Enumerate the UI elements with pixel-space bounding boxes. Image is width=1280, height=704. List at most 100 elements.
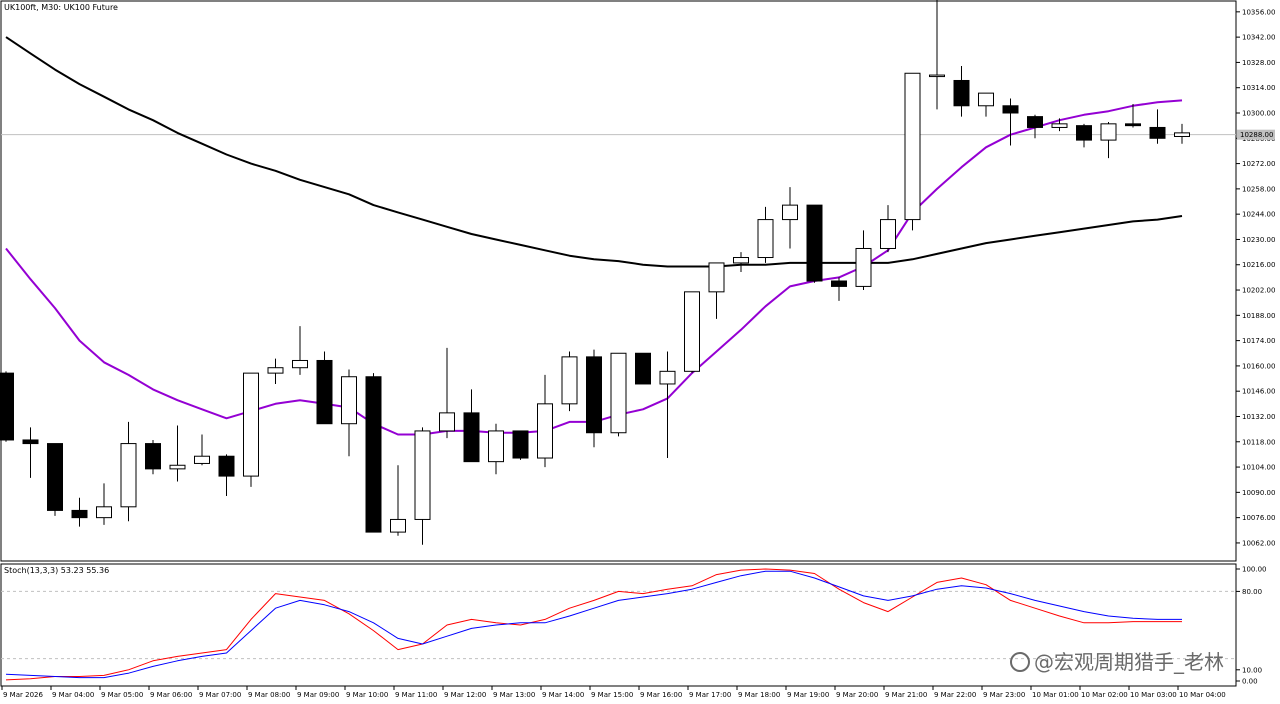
candle (390, 465, 406, 536)
candle-body-down (1125, 123, 1141, 127)
candle-body-up (194, 455, 210, 464)
candle-body-down (316, 359, 333, 425)
candle-body-down (1149, 126, 1166, 139)
candle-body-down (71, 509, 88, 519)
candle (1051, 118, 1068, 132)
candle-body-up (929, 74, 945, 78)
candle (96, 483, 112, 525)
time-tick-label: 9 Mar 20:00 (836, 691, 878, 699)
candle (659, 351, 676, 459)
time-tick-label: 9 Mar 06:00 (150, 691, 192, 699)
current-price-label: 10288.00 (1240, 131, 1273, 139)
price-tick-label: 10230.00 (1242, 236, 1275, 244)
candle-body-up (757, 219, 774, 259)
candle (978, 92, 994, 117)
candle-body-up (782, 204, 798, 221)
price-tick-label: 10272.00 (1242, 160, 1275, 168)
candle (267, 358, 284, 384)
main-pane-frame (0, 0, 1237, 562)
candle-body-up (537, 403, 553, 459)
price-axis: 10062.00 10076.00 10090.00 10104.00 10118.00… (1236, 8, 1275, 547)
watermark-text: @宏观周期猎手_老林 (1034, 650, 1224, 674)
price-tick-label: 10076.00 (1242, 514, 1275, 522)
candle-body-up (341, 376, 357, 425)
candle (782, 187, 798, 249)
time-tick-label: 10 Mar 02:00 (1081, 691, 1128, 699)
candle-body-up (292, 359, 308, 369)
candle-body-up (708, 262, 725, 293)
stoch-tick-label: 80.00 (1242, 588, 1262, 596)
stoch-main-line (5, 568, 1182, 681)
candle (1100, 122, 1117, 159)
candle (341, 369, 357, 457)
candle-body-up (610, 352, 627, 434)
candle-body-down (22, 439, 39, 445)
time-axis: 9 Mar 2026 9 Mar 04:00 9 Mar 05:00 9 Mar 06… (1, 686, 1226, 699)
candle (47, 443, 63, 516)
candle-body-up (439, 412, 455, 432)
candle (561, 351, 578, 412)
candle (218, 454, 235, 496)
candle (806, 204, 823, 283)
time-tick-label: 9 Mar 16:00 (640, 691, 682, 699)
candle (1149, 109, 1166, 144)
candle (316, 351, 333, 425)
chart-title: UK100ft, M30: UK100 Future (4, 3, 118, 12)
candle (120, 421, 137, 522)
candle (488, 423, 504, 475)
price-tick-label: 10328.00 (1242, 59, 1275, 67)
candle (757, 206, 774, 263)
time-tick-label: 9 Mar 09:00 (297, 691, 339, 699)
candle-body-up (390, 518, 406, 533)
price-tick-label: 10090.00 (1242, 489, 1275, 497)
candle (463, 389, 480, 463)
price-tick-label: 10104.00 (1242, 464, 1275, 472)
stoch-signal-line (5, 570, 1182, 679)
candle (292, 326, 308, 375)
time-tick-label: 9 Mar 11:00 (395, 691, 437, 699)
candle (512, 430, 529, 460)
price-tick-label: 10314.00 (1242, 84, 1275, 92)
candle (929, 0, 945, 110)
stoch-tick-label: 0.00 (1242, 678, 1258, 686)
candle (1174, 123, 1190, 144)
price-tick-label: 10216.00 (1242, 261, 1275, 269)
stoch-tick-label: 10.00 (1242, 666, 1262, 674)
candle-body-up (243, 372, 259, 477)
candle-body-down (47, 443, 63, 511)
candle (1125, 103, 1141, 128)
price-tick-label: 10188.00 (1242, 312, 1275, 320)
candle (880, 205, 896, 253)
time-tick-label: 9 Mar 07:00 (199, 691, 241, 699)
candle (733, 252, 749, 272)
price-tick-label: 10202.00 (1242, 287, 1275, 295)
time-tick-label: 9 Mar 19:00 (787, 691, 829, 699)
candle-body-up (414, 430, 431, 520)
candle (831, 277, 847, 301)
current-price-tag (1237, 129, 1275, 140)
candle-body-down (1002, 105, 1019, 114)
candle-body-up (120, 443, 137, 508)
time-tick-label: 9 Mar 08:00 (248, 691, 290, 699)
candle (610, 352, 627, 437)
candle-body-down (218, 455, 235, 477)
time-tick-label: 9 Mar 10:00 (346, 691, 388, 699)
candle (414, 427, 431, 545)
candle-body-down (806, 204, 823, 282)
stochastic-axis: 0.00 10.00 80.00 100.00 (1236, 566, 1267, 686)
ma-slow-line (5, 36, 1183, 268)
candle (194, 434, 210, 466)
candle (537, 374, 553, 468)
candle-body-down (831, 280, 847, 287)
price-tick-label: 10258.00 (1242, 185, 1275, 193)
time-tick-label: 9 Mar 23:00 (983, 691, 1025, 699)
candle (904, 72, 921, 231)
candle-body-up (904, 72, 921, 221)
watermark-logo-icon (1010, 652, 1030, 672)
candle-body-down (512, 430, 529, 459)
candle-body-up (978, 92, 994, 107)
time-tick-label: 9 Mar 05:00 (101, 691, 143, 699)
price-tick-label: 10300.00 (1242, 110, 1275, 118)
price-tick-label: 10146.00 (1242, 388, 1275, 396)
